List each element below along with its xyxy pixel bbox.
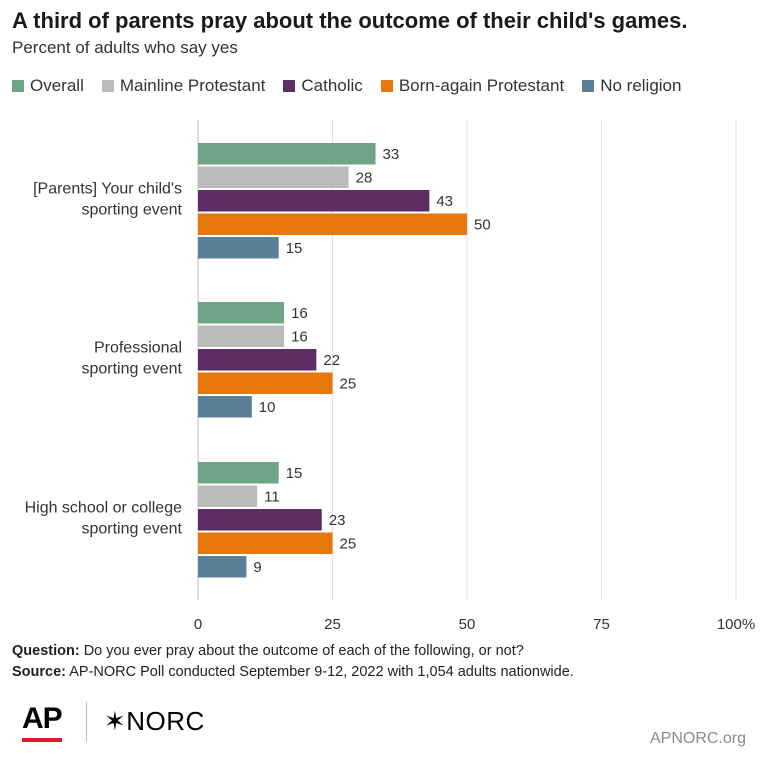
value-label: 25 [340, 375, 357, 392]
value-label: 28 [356, 169, 373, 186]
legend: Overall Mainline Protestant Catholic Born-a… [12, 76, 681, 96]
bar [198, 485, 258, 507]
bar [198, 302, 285, 324]
legend-label: Catholic [301, 76, 363, 95]
x-tick-label: 100% [717, 616, 755, 633]
bar [198, 190, 430, 212]
bar [198, 556, 247, 578]
legend-label: Born-again Protestant [398, 76, 565, 95]
bar [198, 396, 252, 418]
x-tick-label: 0 [194, 616, 202, 633]
chart-title: A third of parents pray about the outcom… [12, 8, 688, 33]
value-label: 23 [329, 512, 346, 529]
source-note: Source: AP-NORC Poll conducted September… [12, 662, 574, 683]
value-label: 43 [436, 193, 453, 210]
x-tick-label: 50 [459, 616, 476, 633]
bar [198, 325, 285, 347]
value-label: 15 [286, 465, 303, 482]
site-url: APNORC.org [649, 730, 746, 747]
x-tick-label: 25 [324, 616, 341, 633]
ap-logo-underline [22, 738, 62, 742]
category-label: sporting event [81, 520, 182, 537]
value-label: 16 [291, 305, 308, 322]
bar [198, 532, 333, 554]
bar-chart: 0 25 50 75 100% 33 28 43 50 15 [Parents] Your chil… [25, 120, 755, 633]
legend-label: Mainline Protestant [119, 76, 266, 95]
question-note: Question: Do you ever pray about the out… [12, 641, 574, 662]
question-label: Question: [12, 643, 80, 659]
source-label: Source: [12, 664, 66, 680]
category-label: [Parents] Your child's [33, 180, 182, 197]
value-label: 25 [340, 535, 357, 552]
legend-item: Born-again Protestant [380, 76, 565, 96]
question-text: Do you ever pray about the outcome of ea… [79, 643, 524, 659]
norc-logo: ✶NORC [104, 706, 205, 736]
value-label: 9 [253, 559, 261, 576]
source-text: AP-NORC Poll conducted September 9-12, 2… [66, 664, 574, 680]
x-tick-label: 75 [593, 616, 610, 633]
legend-swatch [582, 80, 595, 92]
legend-item: Overall [12, 76, 84, 96]
bar [198, 143, 376, 165]
value-label: 50 [474, 216, 491, 233]
bar [198, 462, 279, 484]
legend-swatch [380, 80, 393, 92]
value-label: 33 [383, 146, 400, 163]
bar [198, 213, 467, 235]
value-label: 22 [323, 352, 340, 369]
category-label: Professional [94, 339, 182, 356]
value-label: 16 [291, 328, 308, 345]
category-label: sporting event [81, 360, 182, 377]
logo-divider [86, 702, 87, 742]
legend-label: Overall [30, 76, 84, 95]
bar [198, 509, 322, 531]
value-label: 10 [259, 399, 276, 416]
legend-swatch [283, 80, 296, 92]
legend-swatch [12, 80, 24, 92]
legend-swatch [101, 80, 114, 92]
legend-label: No religion [600, 76, 682, 95]
footer: Question: Do you ever pray about the out… [12, 641, 574, 683]
chart-subtitle: Percent of adults who say yes [12, 38, 238, 57]
legend-item: Mainline Protestant [101, 76, 266, 96]
value-label: 11 [264, 488, 280, 505]
bar [198, 166, 349, 188]
legend-item: Catholic [283, 76, 363, 96]
category-label: High school or college [25, 499, 183, 516]
legend-item: No religion [582, 76, 681, 96]
bar [198, 372, 333, 394]
bar [198, 237, 279, 259]
category-label: sporting event [81, 201, 182, 218]
value-label: 15 [286, 240, 303, 257]
bar [198, 349, 317, 371]
ap-logo: AP [22, 702, 63, 735]
